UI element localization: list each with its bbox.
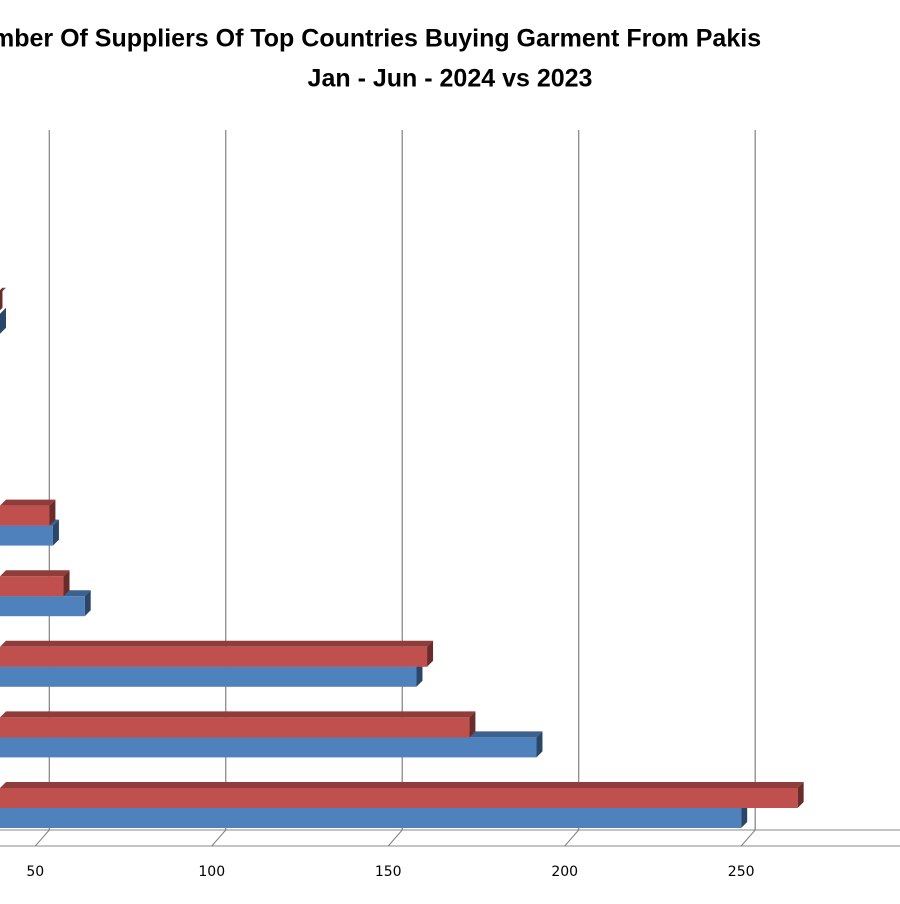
bar-top xyxy=(0,499,56,506)
floor-tick xyxy=(34,829,50,847)
bar xyxy=(0,525,53,546)
bar xyxy=(0,666,417,687)
bar xyxy=(0,646,428,667)
x-tick-label: 100 xyxy=(198,864,225,880)
chart-title: mber Of Suppliers Of Top Countries Buyin… xyxy=(0,25,761,53)
bar-side xyxy=(49,499,56,526)
bar xyxy=(0,808,742,828)
x-tick-label: 250 xyxy=(728,864,755,880)
bar xyxy=(0,576,64,597)
x-tick-label: 200 xyxy=(551,864,578,880)
chart-subtitle: Jan - Jun - 2024 vs 2023 xyxy=(308,65,593,93)
bar xyxy=(0,737,537,758)
bar xyxy=(0,788,798,808)
bar-top xyxy=(0,640,434,647)
x-tick-label: 150 xyxy=(375,864,402,880)
x-tick-label: 50 xyxy=(26,864,44,880)
bar-side xyxy=(52,519,59,546)
floor-tick xyxy=(740,829,756,847)
bar-side xyxy=(469,711,476,738)
bar-top xyxy=(0,782,804,788)
bar-side xyxy=(416,660,423,687)
bar-side xyxy=(797,782,804,808)
bar-side xyxy=(0,307,6,334)
bar xyxy=(0,717,470,738)
bar-side xyxy=(536,731,543,758)
bar xyxy=(0,505,50,526)
bar-side xyxy=(63,570,70,597)
grid: 50 100 150 200 250 xyxy=(0,130,900,880)
bar-side xyxy=(84,590,91,617)
bar-top xyxy=(0,711,476,718)
bar-side xyxy=(741,802,748,828)
bar-side xyxy=(0,287,3,311)
floor-tick xyxy=(564,829,580,847)
bar-side xyxy=(427,640,434,667)
bars xyxy=(0,287,804,828)
bar xyxy=(0,596,85,617)
floor-tick xyxy=(387,829,403,847)
bar-top xyxy=(0,570,70,577)
floor-tick xyxy=(211,829,227,847)
